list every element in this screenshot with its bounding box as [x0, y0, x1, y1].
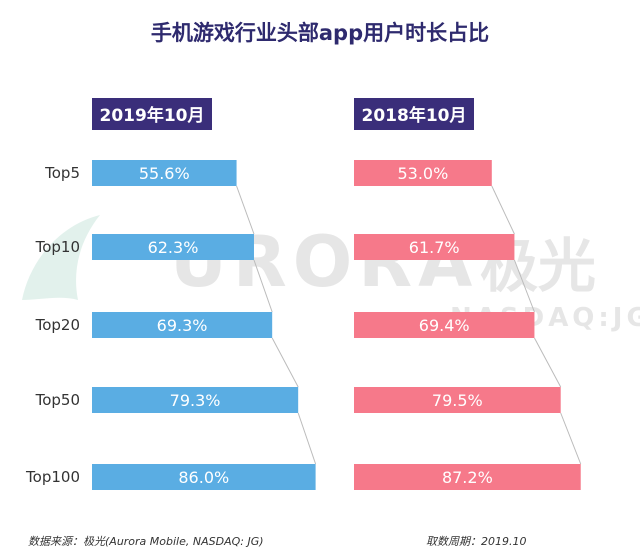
panel-header-2018-label: 2018年10月 — [362, 105, 467, 126]
bar-2018-top50 — [354, 387, 561, 413]
footer-source: 数据来源：极光(Aurora Mobile, NASDAQ: JG) — [28, 535, 264, 548]
connector-2018-1 — [513, 259, 535, 313]
panel-header-2019: 2019年10月 — [92, 98, 212, 130]
bar-label-2019-top10: 62.3% — [148, 238, 199, 257]
bar-2019-top5 — [92, 160, 237, 186]
bar-label-2019-top5: 55.6% — [139, 164, 190, 183]
bar-2019-top100 — [92, 464, 316, 490]
bar-label-2019-top50: 79.3% — [170, 391, 221, 410]
bar-2018-top10 — [354, 234, 515, 260]
panel-header-2019-label: 2019年10月 — [100, 105, 205, 126]
category-label-top10: Top10 — [35, 238, 80, 256]
connector-2018-2 — [533, 337, 562, 388]
bar-2018-top5 — [354, 160, 492, 186]
bar-label-2018-top20: 69.4% — [419, 316, 470, 335]
connectors — [236, 185, 582, 465]
category-label-top100: Top100 — [25, 468, 80, 486]
bar-label-2019-top20: 69.3% — [157, 316, 208, 335]
watermark-brand: URORA — [170, 221, 478, 303]
category-labels: Top5 Top10 Top20 Top50 Top100 — [25, 164, 80, 486]
category-label-top20: Top20 — [35, 316, 80, 334]
connector-2019-0 — [236, 185, 255, 235]
chart-title: 手机游戏行业头部app用户时长占比 — [151, 21, 489, 45]
connector-2019-3 — [297, 412, 317, 465]
footer-period: 取数周期：2019.10 — [426, 535, 527, 548]
bar-2018-top20 — [354, 312, 535, 338]
connector-2019-2 — [271, 337, 299, 388]
bar-label-2018-top5: 53.0% — [397, 164, 448, 183]
bar-label-2019-top100: 86.0% — [178, 468, 229, 487]
bars-2019: 55.6% 62.3% 69.3% 79.3% 86.0% — [92, 160, 316, 490]
bar-label-2018-top50: 79.5% — [432, 391, 483, 410]
category-label-top50: Top50 — [35, 391, 80, 409]
panel-header-2019-bg — [92, 98, 212, 130]
panel-header-2018-bg — [354, 98, 474, 130]
panel-header-2018: 2018年10月 — [354, 98, 474, 130]
bar-2018-top100 — [354, 464, 581, 490]
bar-2019-top50 — [92, 387, 299, 413]
bar-label-2018-top100: 87.2% — [442, 468, 493, 487]
bars-2018: 53.0% 61.7% 69.4% 79.5% 87.2% — [354, 160, 581, 490]
bar-2019-top10 — [92, 234, 254, 260]
bar-label-2018-top10: 61.7% — [409, 238, 460, 257]
category-label-top5: Top5 — [44, 164, 80, 182]
connector-2018-3 — [560, 412, 582, 465]
connector-2018-0 — [491, 185, 515, 235]
watermark-logo-shape — [22, 215, 100, 300]
connector-2019-1 — [253, 259, 273, 313]
bar-2019-top20 — [92, 312, 273, 338]
